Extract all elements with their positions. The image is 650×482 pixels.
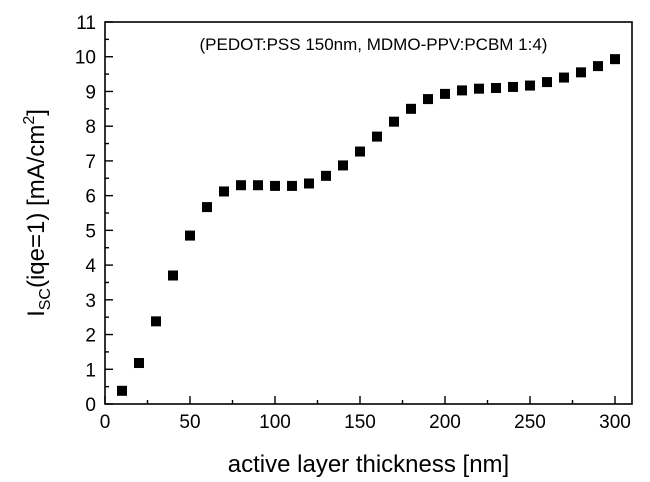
data-point — [219, 186, 229, 197]
data-point — [559, 72, 569, 83]
data-point — [576, 67, 586, 78]
data-point — [202, 202, 212, 213]
y-label-sup: 2 — [21, 116, 38, 125]
y-tick-label: 9 — [85, 82, 96, 103]
data-point — [593, 61, 603, 72]
y-label-main: I — [23, 310, 50, 317]
y-tick-label: 10 — [75, 48, 96, 69]
y-label-rest: (iqe=1) [mA/cm — [23, 125, 50, 288]
data-point — [253, 180, 263, 191]
data-point — [270, 180, 280, 191]
data-point — [151, 316, 161, 327]
y-tick-label: 6 — [85, 187, 96, 208]
y-label-sub: SC — [37, 288, 54, 310]
tick-labels: 0 50 100 150 200 250 300 0 1 2 3 4 5 6 7 8 9 10 11 — [75, 13, 631, 433]
y-tick-label: 0 — [85, 395, 96, 416]
data-point — [372, 131, 382, 142]
data-point — [491, 82, 501, 93]
x-tick-label: 100 — [259, 412, 291, 433]
data-point — [236, 180, 246, 191]
data-point — [185, 230, 195, 241]
data-point — [389, 116, 399, 127]
y-tick-label: 11 — [76, 13, 96, 34]
y-tick-label: 8 — [85, 117, 96, 138]
x-axis-label: active layer thickness [nm] — [228, 451, 509, 478]
plot-frame — [104, 21, 633, 405]
data-point — [355, 146, 365, 157]
data-point — [440, 88, 450, 99]
data-point — [542, 77, 552, 88]
x-tick-label: 150 — [344, 412, 376, 433]
data-point — [423, 94, 433, 105]
chart-annotation: (PEDOT:PSS 150nm, MDMO-PPV:PCBM 1:4) — [200, 35, 548, 54]
data-point — [474, 83, 484, 94]
data-point — [525, 80, 535, 91]
y-tick-label: 2 — [85, 326, 96, 347]
data-point — [338, 160, 348, 171]
x-tick-label: 50 — [179, 412, 200, 433]
x-tick-label: 0 — [100, 412, 111, 433]
x-tick-label: 200 — [429, 412, 461, 433]
data-point — [508, 81, 518, 92]
data-point — [117, 385, 127, 396]
data-points — [117, 54, 620, 396]
x-tick-label: 250 — [514, 412, 546, 433]
y-tick-label: 4 — [85, 256, 96, 277]
y-label-end: ] — [23, 109, 50, 116]
data-point — [134, 358, 144, 369]
data-point — [406, 103, 416, 114]
y-tick-label: 3 — [85, 291, 96, 312]
axis-ticks — [104, 21, 616, 405]
y-axis-label: ISC(iqe=1) [mA/cm2] — [21, 109, 54, 317]
data-point — [168, 270, 178, 281]
data-point — [457, 85, 467, 96]
data-point — [610, 54, 620, 65]
data-point — [287, 180, 297, 191]
data-point — [304, 178, 314, 189]
x-tick-label: 300 — [599, 412, 631, 433]
y-tick-label: 1 — [85, 360, 96, 381]
data-point — [321, 170, 331, 181]
y-tick-label: 7 — [85, 152, 96, 173]
y-tick-label: 5 — [85, 221, 96, 242]
